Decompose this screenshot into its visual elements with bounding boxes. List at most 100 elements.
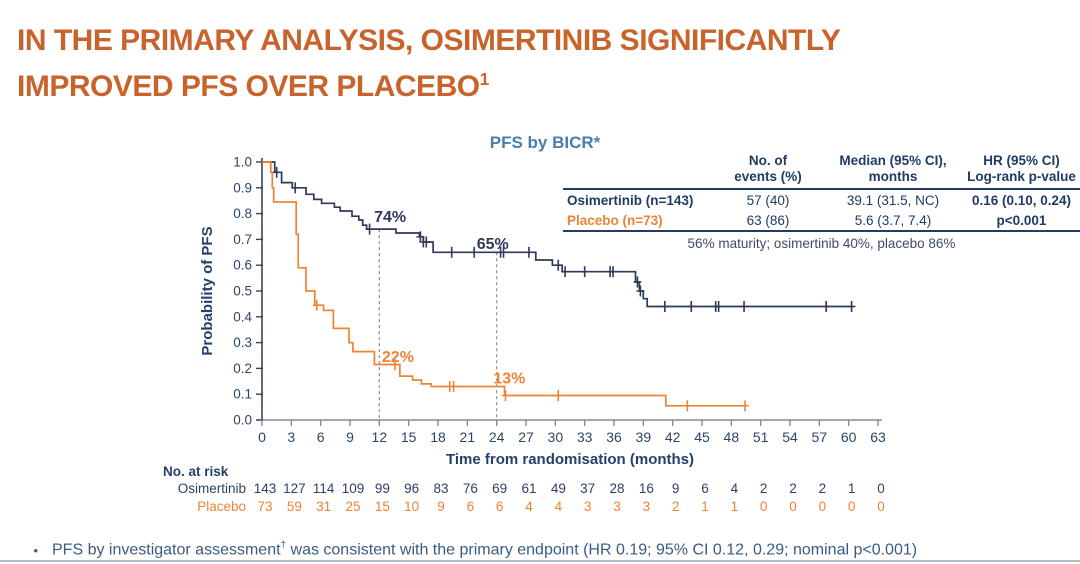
annotation-22pct: 22% (382, 349, 414, 366)
summary-table: No. of events (%) Median (95% CI), month… (563, 153, 1080, 251)
risk-value: 4 (555, 499, 563, 514)
risk-value: 0 (848, 499, 856, 514)
risk-value: 0 (819, 499, 827, 514)
x-tick-label: 36 (606, 429, 622, 445)
km-chart: 0.00.10.20.30.40.50.60.70.80.91.00 3 6 9 12 1… (163, 155, 886, 515)
risk-value: 127 (283, 481, 306, 496)
summary-header-events: No. of events (%) (734, 153, 802, 184)
slide-title-line1: IN THE PRIMARY ANALYSIS, OSIMERTINIB SIG… (17, 24, 841, 57)
x-tick-label: 45 (694, 429, 710, 445)
chart-title: PFS by BICR* (489, 133, 601, 152)
summary-median-value: 39.1 (31.5, NC) (846, 192, 940, 208)
summary-events-value: 63 (86) (746, 212, 790, 228)
annotation-74pct: 74% (374, 209, 406, 226)
risk-value: 49 (551, 481, 566, 496)
summary-table-header-row: No. of events (%) Median (95% CI), month… (563, 153, 1080, 190)
risk-value: 109 (342, 481, 365, 496)
x-tick-label: 48 (724, 429, 740, 445)
km-curve-placebo (262, 161, 746, 407)
risk-value: 37 (580, 481, 595, 496)
risk-value: 2 (672, 499, 680, 514)
risk-value: 2 (760, 481, 768, 496)
risk-value: 31 (316, 499, 331, 514)
footer-text: PFS by investigator assessment† was cons… (52, 540, 918, 559)
x-tick-label: 33 (577, 429, 593, 445)
risk-row-label-placebo: Placebo (197, 499, 246, 514)
dagger-sup: † (280, 540, 287, 551)
risk-value: 61 (521, 481, 536, 496)
risk-value: 0 (877, 481, 885, 496)
x-tick-label: 54 (782, 429, 798, 445)
risk-value: 9 (672, 481, 680, 496)
summary-events-value: 57 (40) (746, 192, 790, 208)
x-tick-label: 30 (548, 429, 564, 445)
slide-title: IN THE PRIMARY ANALYSIS, OSIMERTINIB SIG… (17, 22, 1017, 106)
summary-hr-value: 0.16 (0.10, 0.24) (971, 192, 1072, 208)
risk-value: 6 (496, 499, 504, 514)
km-curve-osimertinib (262, 161, 854, 308)
summary-hr-value: p<0.001 (996, 212, 1047, 228)
risk-value: 2 (819, 481, 827, 496)
risk-value: 143 (254, 481, 277, 496)
annotation-65pct: 65% (477, 236, 509, 253)
x-axis-title: Time from randomisation (months) (446, 451, 694, 468)
risk-value: 9 (437, 499, 445, 514)
y-tick-label: 0.5 (233, 284, 252, 299)
risk-value: 96 (404, 481, 419, 496)
risk-row-label-osimertinib: Osimertinib (178, 481, 246, 496)
summary-header-hr: HR (95% CI) Log-rank p-value (967, 153, 1076, 184)
risk-value: 10 (404, 499, 419, 514)
summary-median-value: 5.6 (3.7, 7.4) (854, 212, 932, 228)
x-tick-label: 27 (518, 429, 534, 445)
x-tick-label: 51 (753, 429, 769, 445)
risk-value: 6 (701, 481, 709, 496)
x-tick-label: 24 (489, 429, 505, 445)
x-tick-label: 15 (401, 429, 417, 445)
x-tick-label: 39 (636, 429, 652, 445)
bottom-divider (0, 560, 1080, 562)
footer-bullet-line: • PFS by investigator assessment† was co… (0, 540, 1080, 561)
risk-value: 114 (313, 481, 335, 496)
risk-value: 16 (639, 481, 654, 496)
x-tick-label: 63 (870, 429, 886, 445)
risk-value: 1 (731, 499, 739, 514)
x-tick-label: 3 (287, 429, 295, 445)
x-tick-label: 12 (372, 429, 388, 445)
risk-value: 59 (287, 499, 302, 514)
summary-row-label: Placebo (n=73) (567, 212, 663, 228)
slide-title-reference-sup: 1 (479, 69, 490, 89)
risk-value: 73 (257, 499, 272, 514)
annotation-13pct: 13% (493, 370, 525, 387)
y-tick-label: 0.1 (233, 387, 252, 402)
risk-value: 3 (584, 499, 592, 514)
x-tick-label: 57 (812, 429, 828, 445)
risk-value: 69 (492, 481, 507, 496)
y-axis-title: Probability of PFS (199, 226, 216, 355)
summary-row-placebo: Placebo (n=73) 63 (86) 5.6 (3.7, 7.4) p<… (563, 210, 1080, 230)
y-tick-label: 0.7 (233, 232, 252, 247)
y-tick-label: 1.0 (233, 155, 252, 170)
x-tick-label: 60 (841, 429, 857, 445)
y-tick-label: 0.9 (233, 180, 252, 195)
risk-value: 0 (760, 499, 768, 514)
x-tick-label: 0 (258, 429, 266, 445)
x-tick-label: 42 (665, 429, 681, 445)
risk-value: 4 (731, 481, 739, 496)
bullet-icon: • (33, 543, 38, 558)
maturity-footnote: 56% maturity; osimertinib 40%, placebo 8… (687, 236, 956, 251)
y-tick-label: 0.3 (233, 335, 252, 350)
x-tick-label: 6 (317, 429, 325, 445)
risk-value: 25 (345, 499, 360, 514)
x-tick-label: 21 (460, 429, 476, 445)
risk-value: 3 (613, 499, 621, 514)
risk-value: 76 (463, 481, 478, 496)
risk-value: 1 (848, 481, 856, 496)
x-tick-label: 18 (430, 429, 446, 445)
y-tick-label: 0.4 (233, 309, 252, 324)
y-tick-label: 0.8 (233, 206, 252, 221)
slide-title-line2: IMPROVED PFS OVER PLACEBO (17, 70, 480, 103)
summary-table-body: Osimertinib (n=143) 57 (40) 39.1 (31.5, … (563, 190, 1080, 232)
summary-header-median: Median (95% CI), months (839, 153, 947, 184)
summary-row-osimertinib: Osimertinib (n=143) 57 (40) 39.1 (31.5, … (563, 190, 1080, 210)
risk-value: 0 (789, 499, 797, 514)
